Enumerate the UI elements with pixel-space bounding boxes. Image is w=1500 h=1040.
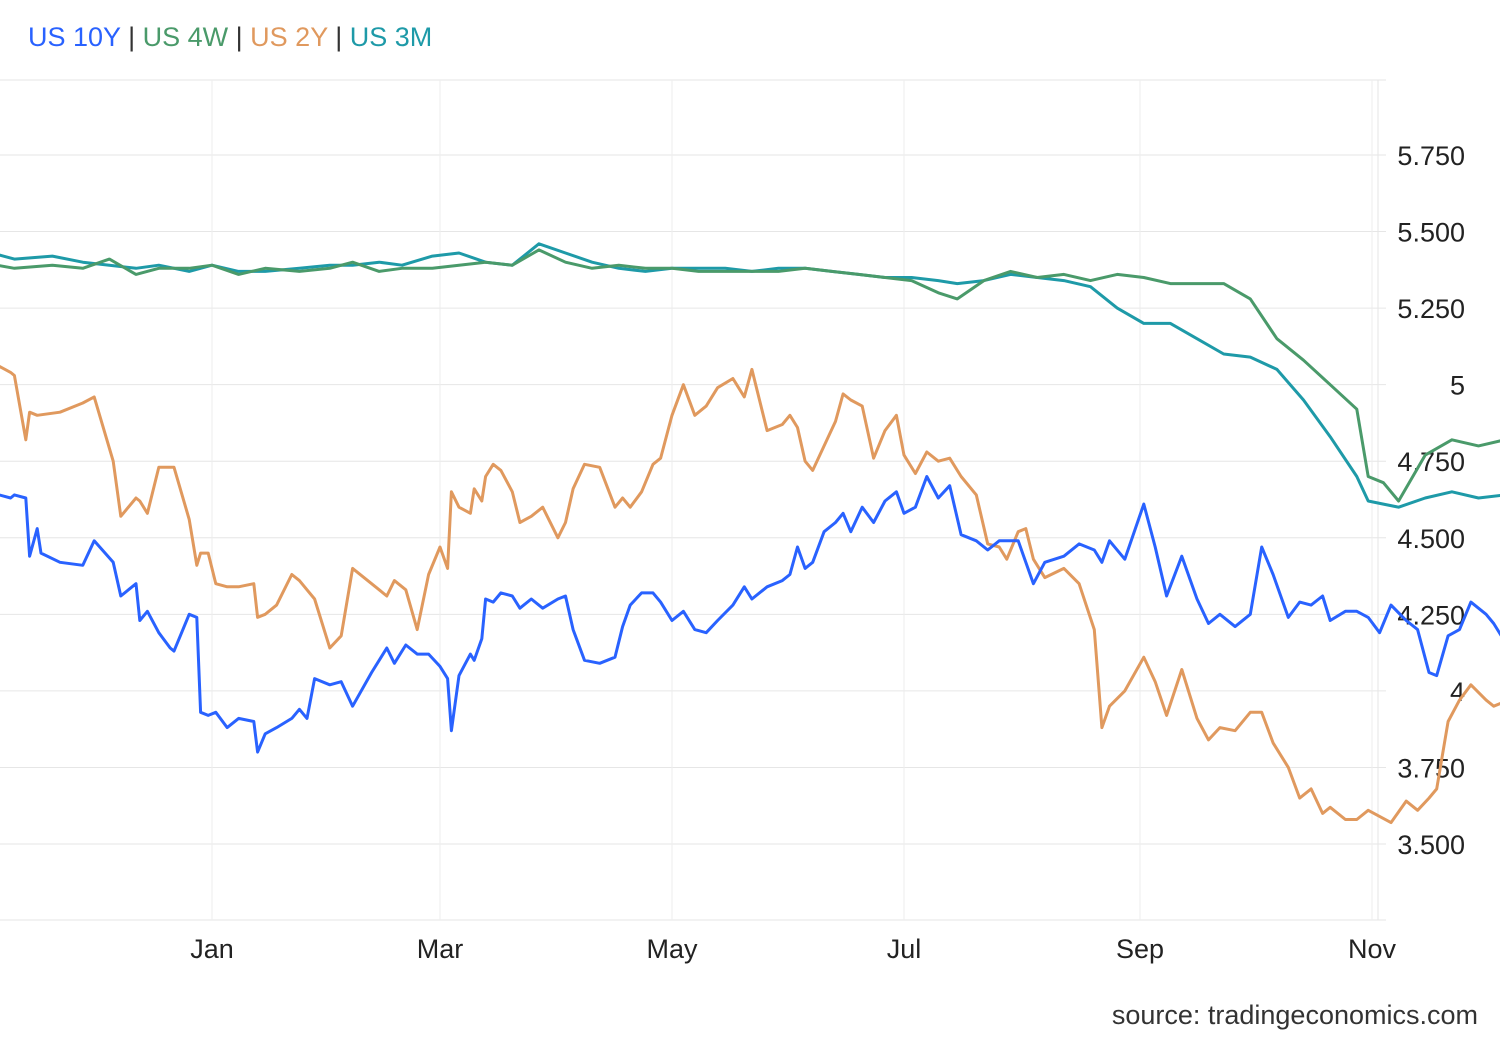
- x-tick-label: Jan: [190, 934, 234, 964]
- legend-item-us-4w[interactable]: US 4W: [142, 22, 229, 52]
- legend-separator: |: [128, 22, 136, 52]
- y-tick-label: 5: [1450, 371, 1465, 401]
- series-line-us-3m: [0, 242, 1500, 509]
- legend-item-us-10y[interactable]: US 10Y: [28, 22, 121, 52]
- source-credit: source: tradingeconomics.com: [1111, 1000, 1478, 1030]
- legend-separator: |: [335, 22, 343, 52]
- x-tick-label: Mar: [417, 934, 464, 964]
- y-tick-label: 5.500: [1397, 218, 1465, 248]
- y-tick-label: 3.500: [1397, 830, 1465, 860]
- series-line-us-2y: [0, 365, 1500, 825]
- x-tick-label: Nov: [1348, 934, 1397, 964]
- chart-legend: US 10Y | US 4W | US 2Y | US 3M: [28, 22, 432, 53]
- y-tick-label: 3.750: [1397, 753, 1465, 783]
- x-tick-label: Jul: [887, 934, 922, 964]
- y-tick-label: 5.750: [1397, 141, 1465, 171]
- y-tick-label: 5.250: [1397, 294, 1465, 324]
- legend-item-us-3m[interactable]: US 3M: [349, 22, 433, 52]
- legend-item-us-2y[interactable]: US 2Y: [250, 22, 328, 52]
- x-tick-label: May: [646, 934, 698, 964]
- series-line-us-4w: [0, 248, 1500, 503]
- y-tick-label: 4.250: [1397, 600, 1465, 630]
- y-tick-label: 4.500: [1397, 524, 1465, 554]
- x-tick-label: Sep: [1116, 934, 1164, 964]
- series-line-us-10y: [0, 475, 1500, 754]
- legend-separator: |: [235, 22, 243, 52]
